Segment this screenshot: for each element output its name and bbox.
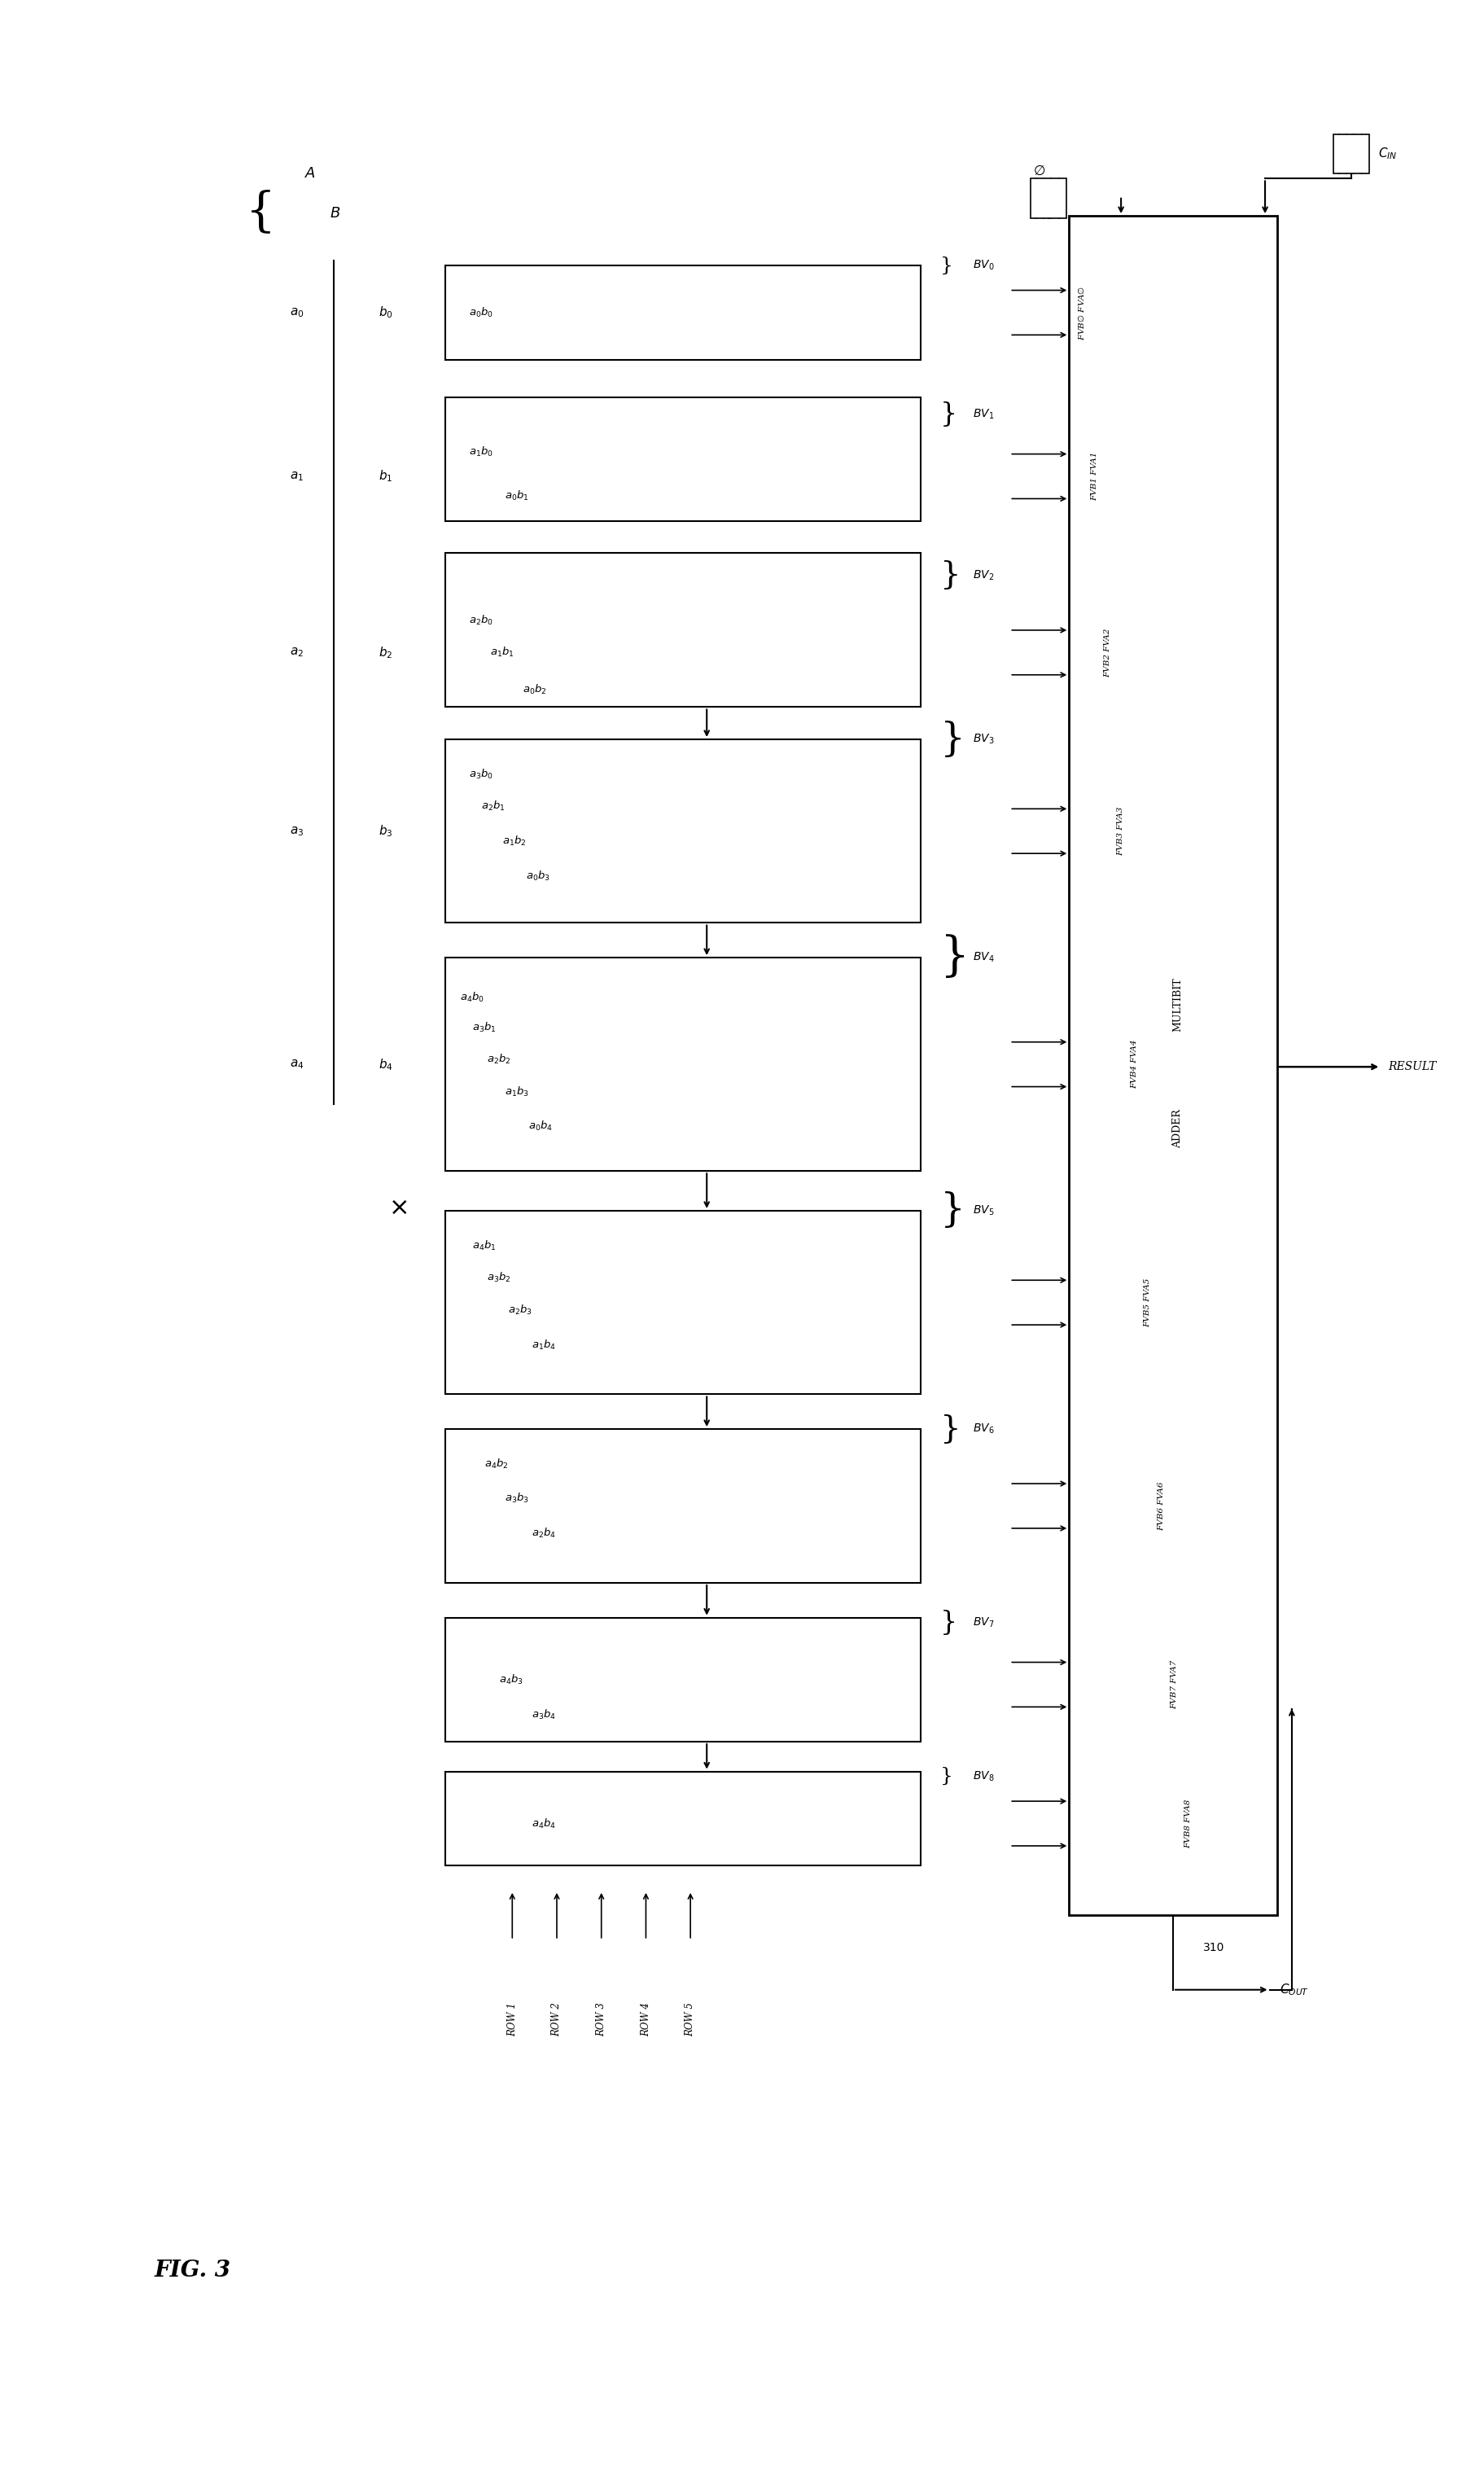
Bar — [445, 958, 920, 1171]
Text: $a_4$: $a_4$ — [289, 1057, 304, 1072]
Bar — [1068, 216, 1276, 1915]
Text: $BV_6$: $BV_6$ — [972, 1422, 994, 1436]
Text: }: } — [939, 1610, 957, 1635]
Text: $C_{OUT}$: $C_{OUT}$ — [1279, 1982, 1309, 1997]
Text: $a_2b_4$: $a_2b_4$ — [531, 1526, 556, 1541]
Text: }: } — [939, 1414, 960, 1444]
Text: FVB8 FVA8: FVB8 FVA8 — [1184, 1799, 1190, 1848]
Text: $BV_7$: $BV_7$ — [972, 1615, 993, 1630]
Text: $\times$: $\times$ — [389, 1196, 407, 1221]
Text: $b_2$: $b_2$ — [378, 645, 393, 660]
Text: FVB$\emptyset$ FVA$\emptyset$: FVB$\emptyset$ FVA$\emptyset$ — [1076, 285, 1085, 340]
Text: $a_4b_4$: $a_4b_4$ — [531, 1816, 556, 1831]
Text: }: } — [939, 1191, 965, 1231]
Text: $BV_1$: $BV_1$ — [972, 407, 993, 422]
Text: $a_3b_1$: $a_3b_1$ — [472, 1020, 496, 1035]
Text: $a_1b_2$: $a_1b_2$ — [502, 834, 525, 849]
Text: $BV_2$: $BV_2$ — [972, 568, 993, 583]
Text: }: } — [939, 561, 960, 590]
Text: ROW 2: ROW 2 — [551, 2002, 562, 2037]
Text: FVB7 FVA7: FVB7 FVA7 — [1171, 1660, 1177, 1709]
Text: $a_3$: $a_3$ — [289, 824, 303, 839]
Bar — [445, 397, 920, 521]
Text: $a_3b_3$: $a_3b_3$ — [505, 1491, 528, 1506]
Text: $a_3b_4$: $a_3b_4$ — [531, 1707, 556, 1722]
Text: $a_2b_2$: $a_2b_2$ — [487, 1052, 510, 1067]
Text: $a_4b_1$: $a_4b_1$ — [472, 1238, 496, 1253]
Text: FVB2 FVA2: FVB2 FVA2 — [1104, 628, 1110, 677]
Text: $a_1b_4$: $a_1b_4$ — [531, 1337, 556, 1352]
Text: $BV_4$: $BV_4$ — [972, 950, 994, 965]
Text: $a_4b_2$: $a_4b_2$ — [484, 1456, 508, 1471]
Text: $C_{IN}$: $C_{IN}$ — [1377, 146, 1396, 161]
Text: $a_3b_0$: $a_3b_0$ — [469, 767, 493, 782]
Text: ROW 3: ROW 3 — [595, 2002, 607, 2037]
Text: }: } — [939, 719, 965, 759]
Text: $a_4b_0$: $a_4b_0$ — [460, 990, 484, 1005]
Text: FVB5 FVA5: FVB5 FVA5 — [1144, 1278, 1150, 1327]
Bar — [1030, 179, 1066, 218]
Bar — [445, 1429, 920, 1583]
Text: ROW 4: ROW 4 — [640, 2002, 651, 2037]
Text: $a_1b_3$: $a_1b_3$ — [505, 1084, 528, 1099]
Text: }: } — [939, 935, 969, 980]
Text: }: } — [939, 256, 953, 275]
Bar — [445, 1211, 920, 1394]
Bar — [445, 1771, 920, 1866]
Text: RESULT: RESULT — [1388, 1062, 1435, 1072]
Text: }: } — [234, 186, 264, 231]
Text: $a_2b_3$: $a_2b_3$ — [508, 1303, 531, 1317]
Text: $a_2b_0$: $a_2b_0$ — [469, 613, 493, 628]
Text: $a_3b_2$: $a_3b_2$ — [487, 1270, 510, 1285]
Text: $BV_0$: $BV_0$ — [972, 258, 994, 273]
Text: $b_3$: $b_3$ — [378, 824, 393, 839]
Text: $a_4b_3$: $a_4b_3$ — [499, 1672, 522, 1687]
Text: }: } — [939, 1766, 953, 1786]
Text: $a_1b_0$: $a_1b_0$ — [469, 444, 493, 459]
Text: $A$: $A$ — [304, 166, 316, 181]
Text: $a_2$: $a_2$ — [289, 645, 303, 660]
Text: FVB3 FVA3: FVB3 FVA3 — [1117, 806, 1123, 856]
Text: $a_0b_4$: $a_0b_4$ — [528, 1119, 554, 1134]
Text: ADDER: ADDER — [1171, 1109, 1183, 1149]
Text: FVB6 FVA6: FVB6 FVA6 — [1158, 1481, 1163, 1531]
Text: $BV_5$: $BV_5$ — [972, 1203, 993, 1218]
Text: 310: 310 — [1202, 1943, 1223, 1953]
Text: $a_0b_1$: $a_0b_1$ — [505, 489, 528, 504]
Text: MULTIBIT: MULTIBIT — [1171, 978, 1183, 1032]
Bar — [445, 265, 920, 360]
Text: ROW 5: ROW 5 — [684, 2002, 696, 2037]
Text: $a_0b_2$: $a_0b_2$ — [522, 682, 546, 697]
Text: $\emptyset$: $\emptyset$ — [1033, 164, 1045, 179]
Text: $a_0b_3$: $a_0b_3$ — [525, 868, 549, 883]
Text: $BV_8$: $BV_8$ — [972, 1769, 994, 1784]
Text: $b_4$: $b_4$ — [378, 1057, 393, 1072]
Text: $b_1$: $b_1$ — [378, 469, 393, 484]
Text: $a_0$: $a_0$ — [289, 305, 304, 320]
Text: $B$: $B$ — [329, 206, 340, 221]
Bar — [1333, 134, 1368, 174]
Text: $a_1$: $a_1$ — [289, 469, 303, 484]
Bar — [445, 739, 920, 923]
Bar — [445, 553, 920, 707]
Text: ROW 1: ROW 1 — [506, 2002, 518, 2037]
Text: $a_2b_1$: $a_2b_1$ — [481, 799, 505, 814]
Text: FVB4 FVA4: FVB4 FVA4 — [1131, 1040, 1137, 1089]
Text: $a_0b_0$: $a_0b_0$ — [469, 305, 493, 320]
Text: }: } — [939, 402, 957, 427]
Text: FVB1 FVA1: FVB1 FVA1 — [1091, 452, 1097, 501]
Bar — [445, 1618, 920, 1742]
Text: $BV_3$: $BV_3$ — [972, 732, 993, 747]
Text: FIG. 3: FIG. 3 — [154, 2260, 232, 2280]
Text: $a_1b_1$: $a_1b_1$ — [490, 645, 513, 660]
Text: $b_0$: $b_0$ — [378, 305, 393, 320]
